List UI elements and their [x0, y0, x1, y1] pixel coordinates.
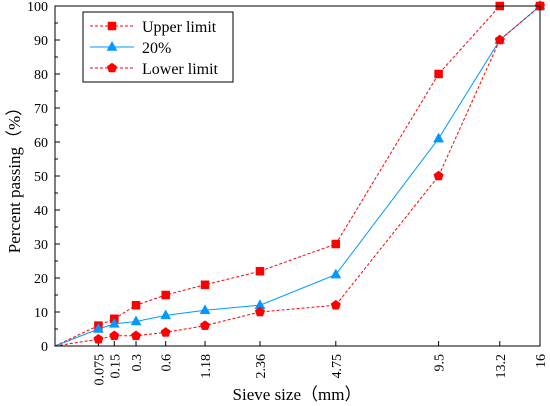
y-tick-label: 90 [34, 34, 48, 49]
y-tick-label: 30 [34, 238, 48, 253]
data-point-pentagon [199, 320, 211, 330]
legend-label: Lower limit [142, 61, 219, 78]
y-tick-label: 40 [34, 204, 48, 219]
x-tick-label: 2.36 [254, 354, 269, 379]
data-point-pentagon [330, 299, 341, 310]
x-tick-label: 9.5 [433, 354, 448, 372]
y-tick-label: 70 [34, 102, 48, 117]
x-tick-label: 16 [534, 354, 549, 368]
plot-frame [54, 5, 541, 347]
x-axis-label: Sieve size（mm） [233, 385, 362, 404]
x-tick-label: 0.075 [92, 354, 107, 386]
data-point-square [255, 266, 265, 276]
x-tick-label: 13.2 [494, 354, 509, 379]
data-point-triangle [92, 322, 104, 333]
x-tick-label: 1.18 [199, 354, 214, 379]
y-tick-label: 60 [34, 136, 48, 151]
data-point-pentagon [109, 330, 120, 341]
data-point-triangle [433, 132, 445, 143]
data-point-triangle [160, 309, 172, 320]
legend: Upper limit 20% Lower limit [82, 11, 234, 83]
data-point-triangle [330, 268, 342, 279]
data-point-triangle [199, 304, 211, 315]
legend-label: 20% [142, 40, 171, 57]
data-point-triangle [106, 40, 118, 51]
data-point-square [161, 290, 170, 300]
y-tick-label: 10 [34, 306, 48, 321]
data-point-pentagon [130, 330, 142, 341]
y-axis-label: Percent passing（%） [5, 99, 24, 253]
data-point-pentagon [433, 170, 444, 181]
data-point-square [200, 280, 210, 290]
data-point-pentagon [93, 333, 104, 344]
data-point-square [131, 300, 141, 310]
y-tick-label: 50 [34, 170, 48, 185]
data-point-triangle [130, 315, 142, 326]
y-tick-label: 0 [41, 340, 48, 355]
x-tick-label: 0.15 [108, 354, 123, 379]
data-point-square [107, 21, 117, 31]
legend-item: 20% [90, 40, 171, 57]
data-point-square [331, 239, 341, 249]
data-point-triangle [108, 317, 120, 328]
data-point-pentagon [106, 62, 118, 73]
x-tick-label: 0.3 [130, 354, 145, 372]
x-tick-label: 4.75 [330, 354, 345, 379]
legend-item: Lower limit [90, 61, 219, 78]
y-tick-label: 100 [27, 0, 48, 15]
data-point-pentagon [254, 306, 266, 317]
y-tick-label: 20 [34, 272, 48, 287]
data-point-square [434, 69, 443, 79]
y-axis-ticks: 0 10 20 30 40 50 60 70 80 90 100 [27, 0, 60, 355]
y-tick-label: 80 [34, 68, 48, 83]
series-3 [54, 0, 546, 347]
legend-item: Upper limit [90, 19, 217, 36]
x-tick-label: 0.6 [160, 354, 175, 372]
legend-label: Upper limit [142, 19, 217, 36]
series-layer [54, 0, 546, 347]
data-point-pentagon [494, 34, 505, 45]
data-point-pentagon [160, 327, 171, 337]
x-axis-ticks: 0.075 0.15 0.3 0.6 1.18 2.36 4.75 9.5 13.2 16 [92, 341, 549, 386]
